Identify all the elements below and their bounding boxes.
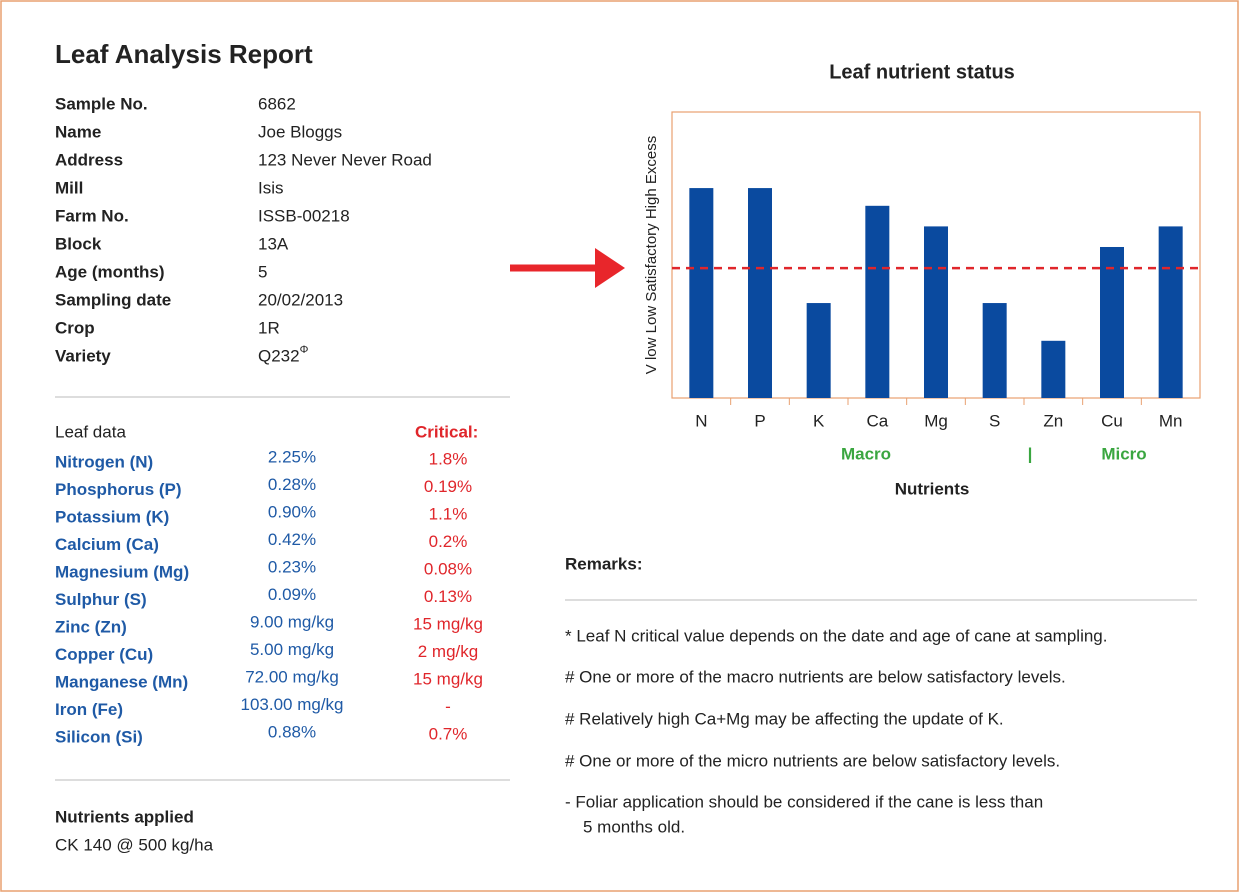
bar [748, 188, 772, 398]
field-label: Sample No. [55, 94, 148, 113]
x-tick-label: Cu [1101, 411, 1123, 430]
critical-heading: Critical: [415, 422, 478, 441]
x-tick-label: Zn [1043, 411, 1063, 430]
remark: 5 months old. [583, 817, 685, 836]
x-axis-label: Nutrients [895, 479, 970, 498]
field-label: Mill [55, 178, 83, 197]
report-title: Leaf Analysis Report [55, 39, 313, 69]
y-axis-label: V low Low Satisfactory High Excess [643, 136, 660, 374]
group-label: Macro [841, 444, 891, 463]
field-label: Address [55, 150, 123, 169]
x-tick-label: S [989, 411, 1000, 430]
x-tick-label: K [813, 411, 825, 430]
field-label: Variety [55, 346, 111, 365]
remark: * Leaf N critical value depends on the d… [565, 626, 1107, 645]
chart-title: Leaf nutrient status [829, 61, 1015, 83]
nutrient-name: Phosphorus (P) [55, 480, 182, 499]
x-tick-label: Mg [924, 411, 948, 430]
critical-value: 15 mg/kg [413, 614, 483, 633]
bar [1158, 226, 1183, 398]
remark: - Foliar application should be considere… [565, 792, 1043, 811]
nutrient-value: 2.25% [268, 447, 316, 466]
group-label: Micro [1101, 444, 1146, 463]
critical-value: - [445, 697, 451, 716]
field-label: Crop [55, 318, 95, 337]
field-label: Name [55, 122, 101, 141]
x-tick-label: Ca [866, 411, 888, 430]
nutrient-value: 103.00 mg/kg [240, 695, 343, 714]
nutrient-value: 0.23% [268, 557, 316, 576]
x-tick-label: N [695, 411, 707, 430]
nutrient-name: Iron (Fe) [55, 700, 123, 719]
nutrient-name: Zinc (Zn) [55, 617, 127, 636]
nutrients-applied-heading: Nutrients applied [55, 807, 194, 826]
leaf-data-heading: Leaf data [55, 422, 126, 441]
bar [865, 205, 890, 398]
field-label: Sampling date [55, 290, 171, 309]
bar [924, 226, 948, 398]
nutrient-name: Silicon (Si) [55, 727, 143, 746]
field-value: 13A [258, 234, 289, 253]
nutrient-name: Nitrogen (N) [55, 452, 153, 471]
nutrient-name: Magnesium (Mg) [55, 562, 189, 581]
nutrient-name: Potassium (K) [55, 507, 169, 526]
x-tick-label: P [754, 411, 765, 430]
field-label: Age (months) [55, 262, 165, 281]
nutrient-name: Copper (Cu) [55, 645, 153, 664]
bar [1041, 340, 1066, 398]
field-value: ISSB-00218 [258, 206, 350, 225]
critical-value: 0.13% [424, 587, 472, 606]
field-value: 20/02/2013 [258, 290, 343, 309]
nutrient-value: 0.42% [268, 530, 316, 549]
critical-value: 0.19% [424, 477, 472, 496]
field-value: 1R [258, 318, 280, 337]
nutrient-value: 9.00 mg/kg [250, 612, 334, 631]
remark: # One or more of the macro nutrients are… [565, 667, 1066, 686]
nutrient-value: 72.00 mg/kg [245, 667, 339, 686]
field-value: Q232Φ [258, 344, 309, 366]
bar [1100, 246, 1124, 398]
field-value: 6862 [258, 94, 296, 113]
remarks-heading: Remarks: [565, 554, 643, 573]
nutrient-name: Manganese (Mn) [55, 672, 188, 691]
x-tick-label: Mn [1159, 411, 1183, 430]
field-value: 5 [258, 262, 267, 281]
superscript: Φ [300, 344, 309, 356]
critical-value: 1.8% [429, 449, 468, 468]
nutrient-value: 0.28% [268, 475, 316, 494]
nutrient-value: 5.00 mg/kg [250, 640, 334, 659]
field-value: 123 Never Never Road [258, 150, 432, 169]
bar [982, 303, 1007, 398]
nutrient-name: Sulphur (S) [55, 590, 147, 609]
bar [689, 188, 714, 398]
critical-value: 2 mg/kg [418, 642, 478, 661]
nutrient-value: 0.90% [268, 502, 316, 521]
critical-value: 15 mg/kg [413, 669, 483, 688]
nutrient-name: Calcium (Ca) [55, 535, 159, 554]
remark: # Relatively high Ca+Mg may be affecting… [565, 709, 1004, 728]
bar [806, 303, 831, 398]
field-label: Farm No. [55, 206, 129, 225]
group-separator: | [1028, 444, 1033, 463]
remark: # One or more of the micro nutrients are… [565, 751, 1060, 770]
critical-value: 0.7% [429, 724, 468, 743]
nutrient-value: 0.09% [268, 585, 316, 604]
critical-value: 0.08% [424, 559, 472, 578]
field-label: Block [55, 234, 102, 253]
field-value: Joe Bloggs [258, 122, 342, 141]
critical-value: 0.2% [429, 532, 468, 551]
nutrients-applied-text: CK 140 @ 500 kg/ha [55, 835, 214, 854]
field-value: Isis [258, 178, 284, 197]
critical-value: 1.1% [429, 504, 468, 523]
nutrient-value: 0.88% [268, 722, 316, 741]
arrow-head [595, 248, 625, 288]
